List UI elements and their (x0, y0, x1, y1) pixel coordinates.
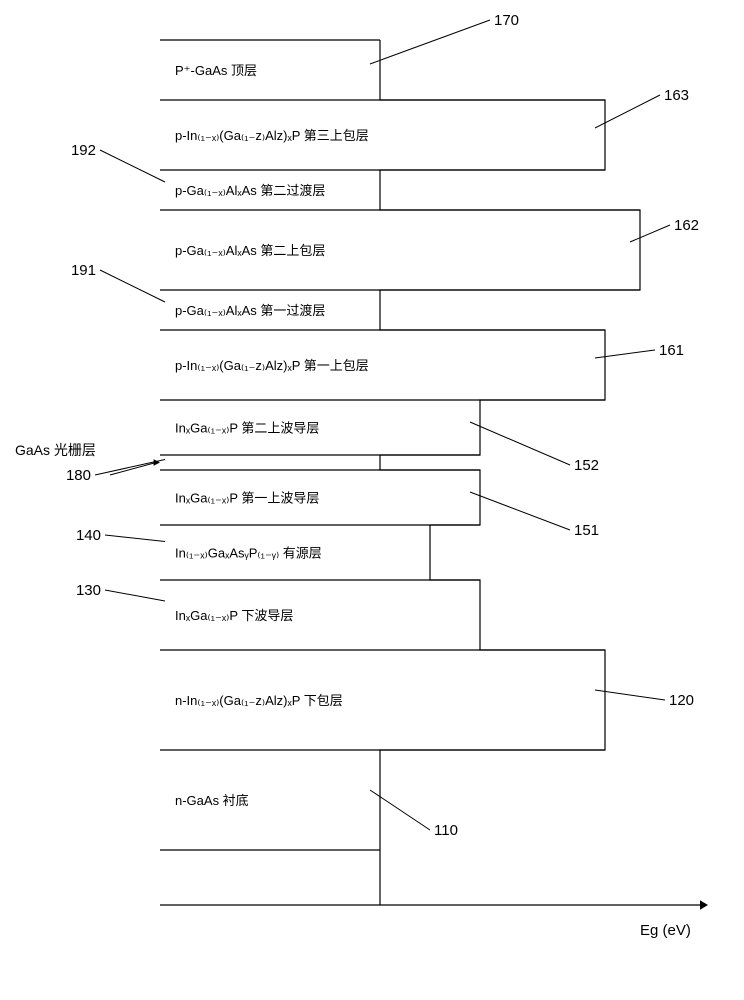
layer-label-t192: p-Ga₍₁₋ₓ₎AlₓAs 第二过渡层 (175, 183, 325, 198)
callout-130: 130 (76, 582, 101, 599)
callout-162: 162 (674, 217, 699, 234)
callout-140: 140 (76, 527, 101, 544)
callout-192: 192 (71, 142, 96, 159)
layer-label-w151: InₓGa₍₁₋ₓ₎P 第一上波导层 (175, 491, 319, 506)
callout-163: 163 (664, 87, 689, 104)
layer-label-w130: InₓGa₍₁₋ₓ₎P 下波导层 (175, 608, 293, 623)
layer-label-c120: n-In₍₁₋ₓ₎(Ga₍₁₋z₎Alz)ₓP 下包层 (175, 693, 343, 708)
layer-label-w152: InₓGa₍₁₋ₓ₎P 第二上波导层 (175, 421, 319, 436)
layer-label-c161: p-In₍₁₋ₓ₎(Ga₍₁₋z₎Alz)ₓP 第一上包层 (175, 358, 369, 373)
callout-152: 152 (574, 457, 599, 474)
callout-120: 120 (669, 692, 694, 709)
callout-line-151 (470, 492, 570, 530)
callout-line-130 (105, 590, 165, 601)
layer-label-c162: p-Ga₍₁₋ₓ₎AlₓAs 第二上包层 (175, 243, 325, 258)
callout-191: 191 (71, 262, 96, 279)
callout-line-162 (630, 225, 670, 242)
layer-label-top: P⁺-GaAs 顶层 (175, 63, 257, 78)
layer-label-sub: n-GaAs 衬底 (175, 793, 249, 808)
callout-170: 170 (494, 12, 519, 29)
callout-151: 151 (574, 522, 599, 539)
callout-line-140 (105, 535, 165, 542)
grating-side-label: GaAs 光栅层 (15, 442, 96, 458)
callout-line-191 (100, 270, 165, 302)
callout-110: 110 (434, 822, 458, 839)
layer-label-a140: In₍₁₋ₓ₎GaₓAsᵧP₍₁₋ᵧ₎ 有源层 (175, 546, 322, 561)
callout-line-170 (370, 20, 490, 64)
callout-161: 161 (659, 342, 684, 359)
x-axis-label: Eg (eV) (640, 922, 691, 939)
grating-arrow-line (110, 463, 156, 476)
grating-arrow-head (154, 459, 160, 465)
callout-line-192 (100, 150, 165, 182)
x-axis-arrow (700, 900, 708, 910)
layer-label-c163: p-In₍₁₋ₓ₎(Ga₍₁₋z₎Alz)ₓP 第三上包层 (175, 128, 369, 143)
callout-line-110 (370, 790, 430, 830)
layer-label-t191: p-Ga₍₁₋ₓ₎AlₓAs 第一过渡层 (175, 303, 325, 318)
callout-180: 180 (66, 467, 91, 484)
callout-line-152 (470, 422, 570, 465)
callout-line-161 (595, 350, 655, 358)
